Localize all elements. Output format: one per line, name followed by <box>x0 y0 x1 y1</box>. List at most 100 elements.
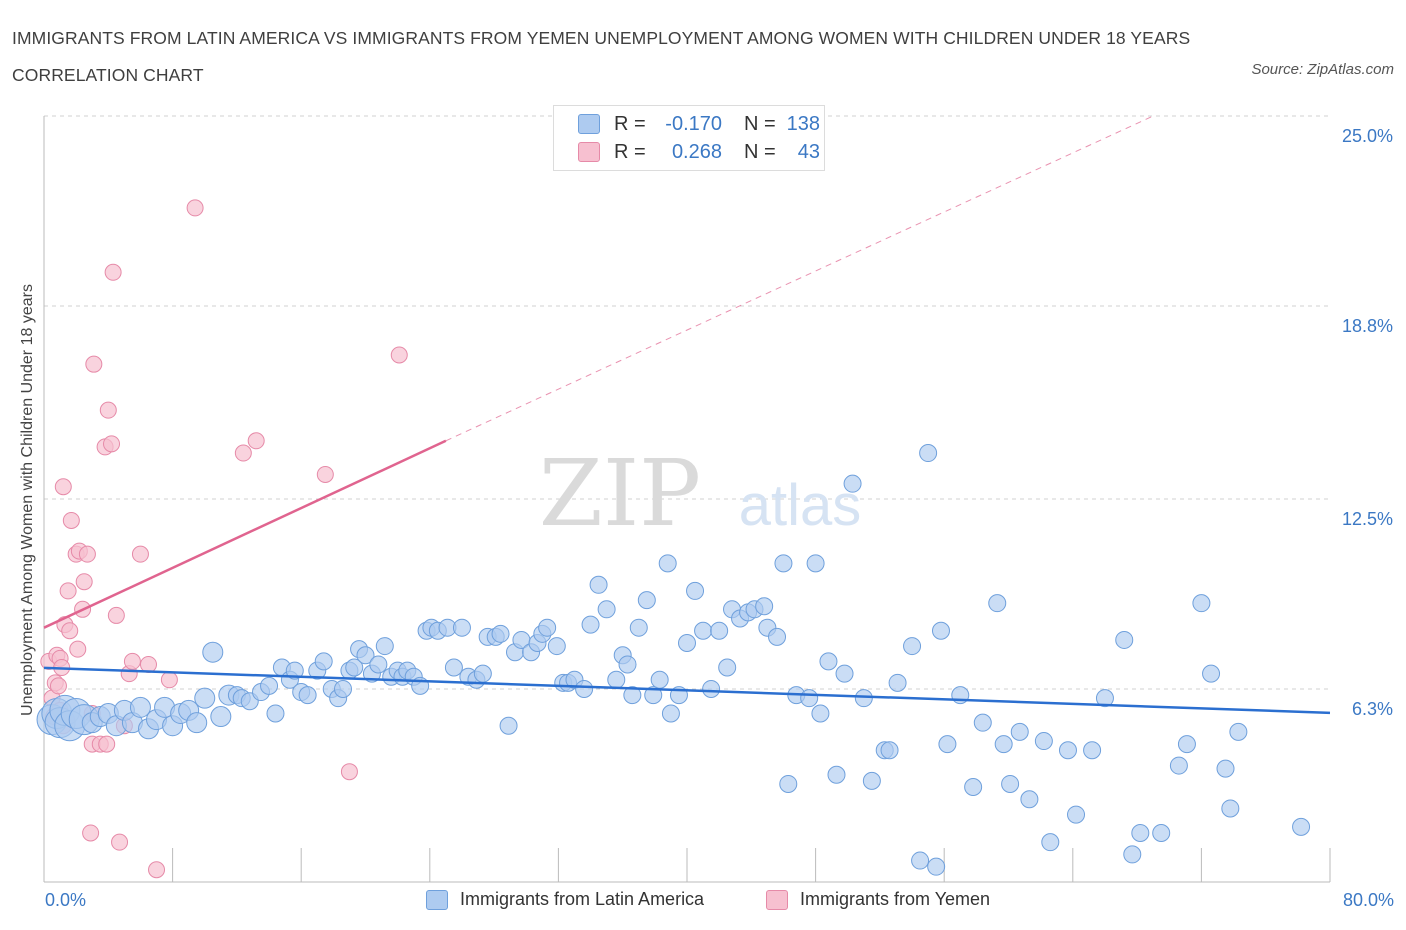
data-point-latin-america <box>880 741 899 760</box>
data-point-latin-america <box>575 679 594 698</box>
legend-swatch-blue <box>578 114 600 134</box>
data-point-latin-america <box>473 664 492 683</box>
legend-row-latin-america: R = -0.170 N = 138 <box>578 110 820 138</box>
data-point-latin-america <box>650 670 669 689</box>
y-tick-label: 6.3% <box>1352 699 1393 719</box>
legend-row-yemen: R = 0.268 N = 43 <box>578 138 820 166</box>
data-point-latin-america <box>678 634 696 653</box>
series-latin-america-points <box>36 444 1311 876</box>
data-point-latin-america <box>854 689 873 708</box>
legend-swatch-pink <box>766 889 788 910</box>
x-tick-max: 80.0% <box>1342 890 1394 910</box>
x-axis <box>43 116 1331 883</box>
data-point-latin-america <box>333 679 352 698</box>
legend-item-yemen: Immigrants from Yemen <box>766 889 990 910</box>
data-point-yemen <box>107 606 125 624</box>
data-point-latin-america <box>1058 741 1077 760</box>
data-point-yemen <box>62 511 80 529</box>
data-point-latin-america <box>938 735 957 754</box>
data-point-yemen <box>186 199 204 217</box>
data-point-latin-america <box>1001 774 1020 793</box>
data-point-latin-america <box>499 716 518 735</box>
data-point-latin-america <box>1221 799 1240 818</box>
data-point-yemen <box>75 573 93 591</box>
data-point-latin-america <box>1177 735 1196 754</box>
data-point-latin-america <box>1020 790 1039 809</box>
data-point-latin-america <box>444 658 463 677</box>
data-point-latin-america <box>375 637 394 656</box>
data-point-latin-america <box>806 554 825 573</box>
data-point-latin-america <box>1292 817 1311 836</box>
data-point-latin-america <box>298 686 317 705</box>
legend-item-latin-america: Immigrants from Latin America <box>426 889 704 910</box>
data-point-latin-america <box>597 600 616 619</box>
data-point-latin-america <box>768 627 787 646</box>
legend-n-value: 43 <box>797 140 820 163</box>
trend-line-yemen <box>43 439 447 629</box>
data-point-yemen <box>131 545 149 563</box>
y-axis-label-wrap: Unemployment Among Women with Children U… <box>16 120 40 880</box>
data-point-latin-america <box>888 673 907 692</box>
x-tick-min: 0.0% <box>45 890 87 910</box>
data-point-yemen <box>148 861 166 879</box>
series-yemen-points <box>40 199 408 879</box>
legend-label-yemen: Immigrants from Yemen <box>800 889 991 909</box>
data-point-latin-america <box>491 624 510 643</box>
data-point-yemen <box>160 671 178 689</box>
source-label: Source: ZipAtlas.com <box>1251 61 1394 78</box>
data-point-yemen <box>59 582 77 600</box>
data-point-latin-america <box>774 554 793 573</box>
data-point-latin-america <box>314 652 333 671</box>
data-point-latin-america <box>194 687 216 709</box>
data-point-yemen <box>104 263 122 281</box>
data-point-latin-america <box>779 774 798 793</box>
data-point-yemen <box>61 622 79 640</box>
data-point-latin-america <box>1216 759 1235 778</box>
data-point-latin-america <box>994 735 1013 754</box>
data-point-latin-america <box>202 641 224 663</box>
legend-n-value: 138 <box>786 112 820 135</box>
data-point-latin-america <box>800 689 819 708</box>
data-point-latin-america <box>1067 805 1086 824</box>
data-point-yemen <box>78 545 96 563</box>
data-point-latin-america <box>1123 845 1142 864</box>
y-tick-labels: 6.3% 12.5% 18.8% 25.0% <box>1342 126 1393 719</box>
data-point-yemen <box>54 478 72 496</box>
data-point-yemen <box>103 435 121 453</box>
trend-line-yemen-extension <box>445 115 1154 442</box>
data-point-latin-america <box>1083 741 1102 760</box>
data-point-latin-america <box>285 661 304 680</box>
data-point-latin-america <box>827 765 846 784</box>
data-point-latin-america <box>927 857 946 876</box>
data-point-latin-america <box>718 658 737 677</box>
data-point-yemen <box>234 444 252 462</box>
data-point-latin-america <box>345 658 364 677</box>
data-point-yemen <box>82 824 100 842</box>
legend-label-latin-america: Immigrants from Latin America <box>460 889 705 909</box>
data-point-latin-america <box>1192 594 1211 613</box>
data-point-latin-america <box>644 686 663 705</box>
data-point-latin-america <box>129 696 151 718</box>
watermark-atlas: atlas <box>739 473 862 538</box>
data-point-latin-america <box>1131 823 1150 842</box>
data-point-latin-america <box>186 712 208 734</box>
watermark-zip: ZIP <box>539 440 701 547</box>
data-point-yemen <box>49 677 67 695</box>
data-point-latin-america <box>1095 689 1114 708</box>
data-point-latin-america <box>658 554 677 573</box>
data-point-latin-america <box>710 621 729 640</box>
data-point-latin-america <box>964 778 983 797</box>
y-axis-label: Unemployment Among Women with Children U… <box>19 284 36 716</box>
y-tick-label: 18.8% <box>1342 316 1393 336</box>
legend-swatch-blue <box>426 889 448 910</box>
data-point-latin-america <box>988 594 1007 613</box>
data-point-latin-america <box>755 597 774 616</box>
data-point-latin-america <box>1034 732 1053 751</box>
data-point-latin-america <box>452 618 471 637</box>
data-point-yemen <box>98 735 116 753</box>
data-point-latin-america <box>702 679 721 698</box>
data-point-latin-america <box>260 676 279 695</box>
data-point-latin-america <box>623 686 642 705</box>
data-point-latin-america <box>862 771 881 790</box>
chart-title: IMMIGRANTS FROM LATIN AMERICA VS IMMIGRA… <box>12 28 1191 85</box>
